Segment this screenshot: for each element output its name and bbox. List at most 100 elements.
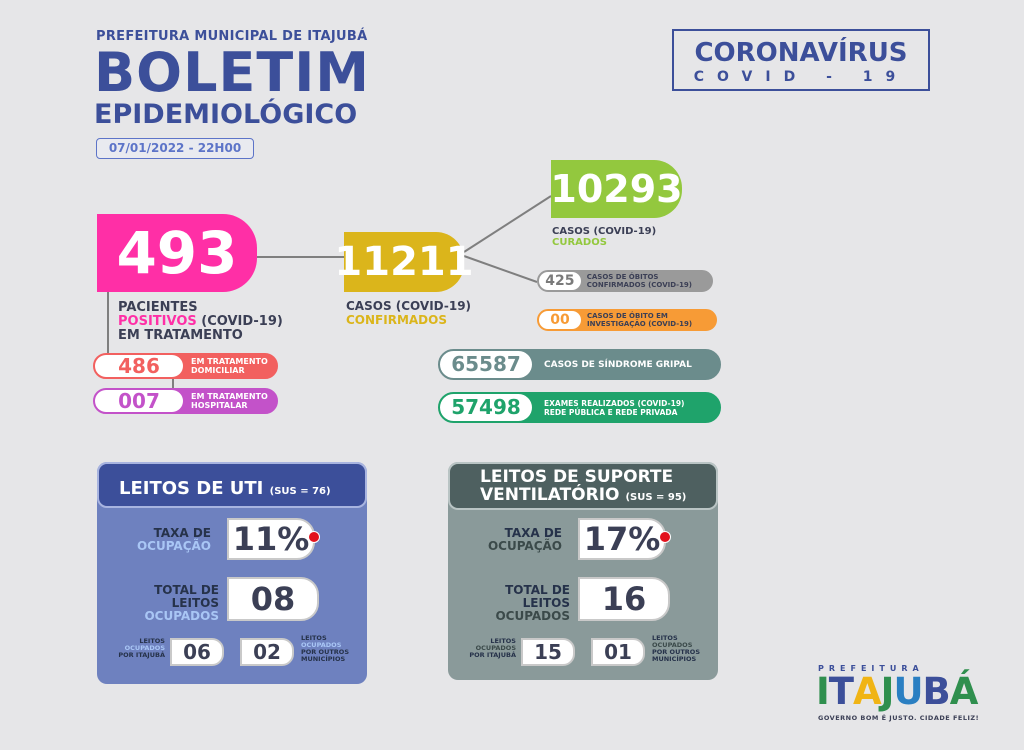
suporte-title-line1: LEITOS DE SUPORTE: [480, 467, 674, 487]
sindrome-gripal-label: CASOS DE SÍNDROME GRIPAL: [544, 359, 692, 370]
connector-line: [172, 378, 174, 388]
uti-itajuba-label-line1: LEITOS: [139, 637, 165, 645]
connector-line: [257, 256, 344, 258]
suporte-total-label: TOTAL DE LEITOS OCUPADOS: [468, 584, 570, 623]
exames-labels: EXAMES REALIZADOS (COVID-19) REDE PÚBLIC…: [544, 399, 684, 417]
suporte-alert-dot: [659, 531, 671, 543]
suporte-itajuba-label: LEITOS OCUPADOS POR ITAJUBÁ: [458, 638, 516, 659]
suporte-sus: (SUS = 95): [625, 492, 687, 503]
suporte-panel: LEITOS DE SUPORTE VENTILATÓRIO (SUS = 95…: [448, 462, 718, 680]
uti-itajuba-value: 06: [170, 638, 224, 666]
exames-label-line2: REDE PÚBLICA E REDE PRIVADA: [544, 407, 678, 417]
suporte-total-value: 16: [578, 577, 670, 621]
confirmados-caption-line1: CASOS (COVID-19): [346, 299, 472, 313]
uti-total-label-line2: LEITOS: [171, 596, 219, 610]
date-badge: 07/01/2022 - 22H00: [96, 138, 254, 159]
coronavirus-badge: CORONAVÍRUS COVID - 19: [672, 29, 930, 91]
obitos-investigacao-label: CASOS DE ÓBITO EM INVESTIGAÇÃO (COVID-19…: [587, 312, 693, 328]
curados-caption-line1: CASOS (COVID-19): [552, 226, 657, 237]
positivos-value: 493: [97, 214, 257, 292]
logo-letter: B: [922, 670, 951, 713]
curados-highlight: CURADOS: [552, 237, 607, 248]
suporte-total-label-line3: OCUPADOS: [495, 609, 570, 623]
hospitalar-label: EM TRATAMENTO HOSPITALAR: [191, 392, 268, 410]
curados-value: 10293: [550, 160, 683, 218]
domiciliar-row: 486 EM TRATAMENTO DOMICILIAR: [93, 353, 278, 379]
obitos-confirmados-label: CASOS DE ÓBITOS CONFIRMADOS (COVID-19): [586, 273, 693, 289]
logo-letter: U: [893, 670, 923, 713]
suporte-itajuba-label-line3: POR ITAJUBÁ: [469, 651, 516, 659]
positivos-caption: PACIENTES POSITIVOS (COVID-19) EM TRATAM…: [118, 301, 283, 343]
positivos-caption-line2: POSITIVOS (COVID-19): [118, 315, 283, 329]
logo-letter: Á: [949, 670, 979, 713]
sindrome-gripal-value: 65587: [440, 351, 532, 378]
boletim-title: BOLETIM: [94, 41, 371, 104]
confirmados-value: 11211: [334, 232, 474, 292]
obitos-investigacao-value: 00: [539, 311, 581, 329]
domiciliar-value: 486: [95, 355, 183, 377]
uti-panel-header: LEITOS DE UTI (SUS = 76): [97, 462, 367, 508]
uti-outros-label: LEITOS OCUPADOS POR OUTROS MUNICÍPIOS: [301, 635, 361, 663]
obitos-investigacao-row: 00 CASOS DE ÓBITO EM INVESTIGAÇÃO (COVID…: [537, 309, 717, 331]
logo-letter: T: [828, 670, 854, 713]
suporte-panel-header: LEITOS DE SUPORTE VENTILATÓRIO (SUS = 95…: [448, 462, 718, 510]
logo-letter: J: [880, 670, 895, 713]
suporte-itajuba-value: 15: [521, 638, 575, 666]
suporte-outros-value: 01: [591, 638, 645, 666]
exames-label-line1: EXAMES REALIZADOS (COVID-19): [544, 398, 685, 408]
uti-taxa-label-line2: OCUPAÇÃO: [136, 539, 211, 553]
positivos-caption-line1: PACIENTES: [118, 300, 198, 315]
uti-sus: (SUS = 76): [269, 486, 331, 497]
suporte-total-label-line1: TOTAL DE: [505, 583, 570, 597]
uti-taxa-label: TAXA DE OCUPAÇÃO: [117, 527, 211, 553]
uti-taxa-label-line1: TAXA DE: [153, 526, 211, 540]
suporte-title-line2: VENTILATÓRIO (SUS = 95): [480, 486, 716, 507]
uti-itajuba-label-line2: OCUPADOS: [124, 644, 165, 652]
confirmados-highlight: CONFIRMADOS: [346, 313, 447, 327]
uti-taxa-value: 11%: [227, 518, 315, 560]
uti-panel: LEITOS DE UTI (SUS = 76) TAXA DE OCUPAÇÃ…: [97, 462, 367, 684]
hospitalar-value: 007: [95, 390, 183, 412]
suporte-taxa-label-line1: TAXA DE: [504, 526, 562, 540]
uti-outros-label-line3: POR OUTROS: [301, 648, 350, 656]
suporte-total-label-line2: LEITOS: [522, 596, 570, 610]
sindrome-gripal-row: 65587 CASOS DE SÍNDROME GRIPAL: [438, 349, 721, 380]
positivos-highlight: POSITIVOS: [118, 314, 197, 329]
suporte-outros-label-line4: MUNICÍPIOS: [652, 655, 697, 663]
suporte-itajuba-label-line1: LEITOS: [490, 637, 516, 645]
exames-row: 57498 EXAMES REALIZADOS (COVID-19) REDE …: [438, 392, 721, 423]
suporte-itajuba-label-line2: OCUPADOS: [475, 644, 516, 652]
obitos-confirmados-row: 425 CASOS DE ÓBITOS CONFIRMADOS (COVID-1…: [537, 270, 713, 292]
hospitalar-row: 007 EM TRATAMENTO HOSPITALAR: [93, 388, 278, 414]
exames-value: 57498: [440, 394, 532, 421]
suporte-outros-label: LEITOS OCUPADOS POR OUTROS MUNICÍPIOS: [652, 635, 712, 663]
curados-caption: CASOS (COVID-19) CURADOS: [552, 226, 656, 248]
epidemiologico-title: EPIDEMIOLÓGICO: [94, 99, 358, 130]
uti-total-value: 08: [227, 577, 319, 621]
uti-alert-dot: [308, 531, 320, 543]
uti-itajuba-label-line3: POR ITAJUBÁ: [118, 651, 165, 659]
obitos-confirmados-value: 425: [539, 272, 581, 290]
uti-outros-label-line2: OCUPADOS: [301, 641, 342, 649]
uti-itajuba-label: LEITOS OCUPADOS POR ITAJUBÁ: [107, 638, 165, 659]
covid-19-subtitle: COVID - 19: [693, 69, 909, 85]
suporte-outros-label-line2: OCUPADOS: [652, 641, 693, 649]
confirmados-caption: CASOS (COVID-19) CONFIRMADOS: [346, 299, 471, 327]
logo-tagline: GOVERNO BOM É JUSTO. CIDADE FELIZ!: [818, 714, 980, 722]
coronavirus-title: CORONAVÍRUS: [694, 38, 908, 68]
domiciliar-label: EM TRATAMENTO DOMICILIAR: [191, 357, 268, 375]
connector-line: [107, 292, 109, 354]
suporte-outros-label-line1: LEITOS: [652, 634, 678, 642]
suporte-title-2: VENTILATÓRIO: [480, 485, 620, 505]
suporte-taxa-label-line2: OCUPAÇÃO: [487, 539, 562, 553]
logo-prefeitura: PREFEITURA: [818, 664, 924, 673]
uti-total-label: TOTAL DE LEITOS OCUPADOS: [117, 584, 219, 623]
itajuba-logo: ITAJUBÁ: [816, 670, 979, 713]
uti-total-label-line1: TOTAL DE: [154, 583, 219, 597]
prefeitura-title: PREFEITURA MUNICIPAL DE ITAJUBÁ: [96, 29, 368, 44]
uti-outros-value: 02: [240, 638, 294, 666]
uti-outros-label-line4: MUNICÍPIOS: [301, 655, 346, 663]
logo-letter: I: [816, 670, 830, 713]
positivos-caption-suffix: (COVID-19): [196, 314, 283, 329]
